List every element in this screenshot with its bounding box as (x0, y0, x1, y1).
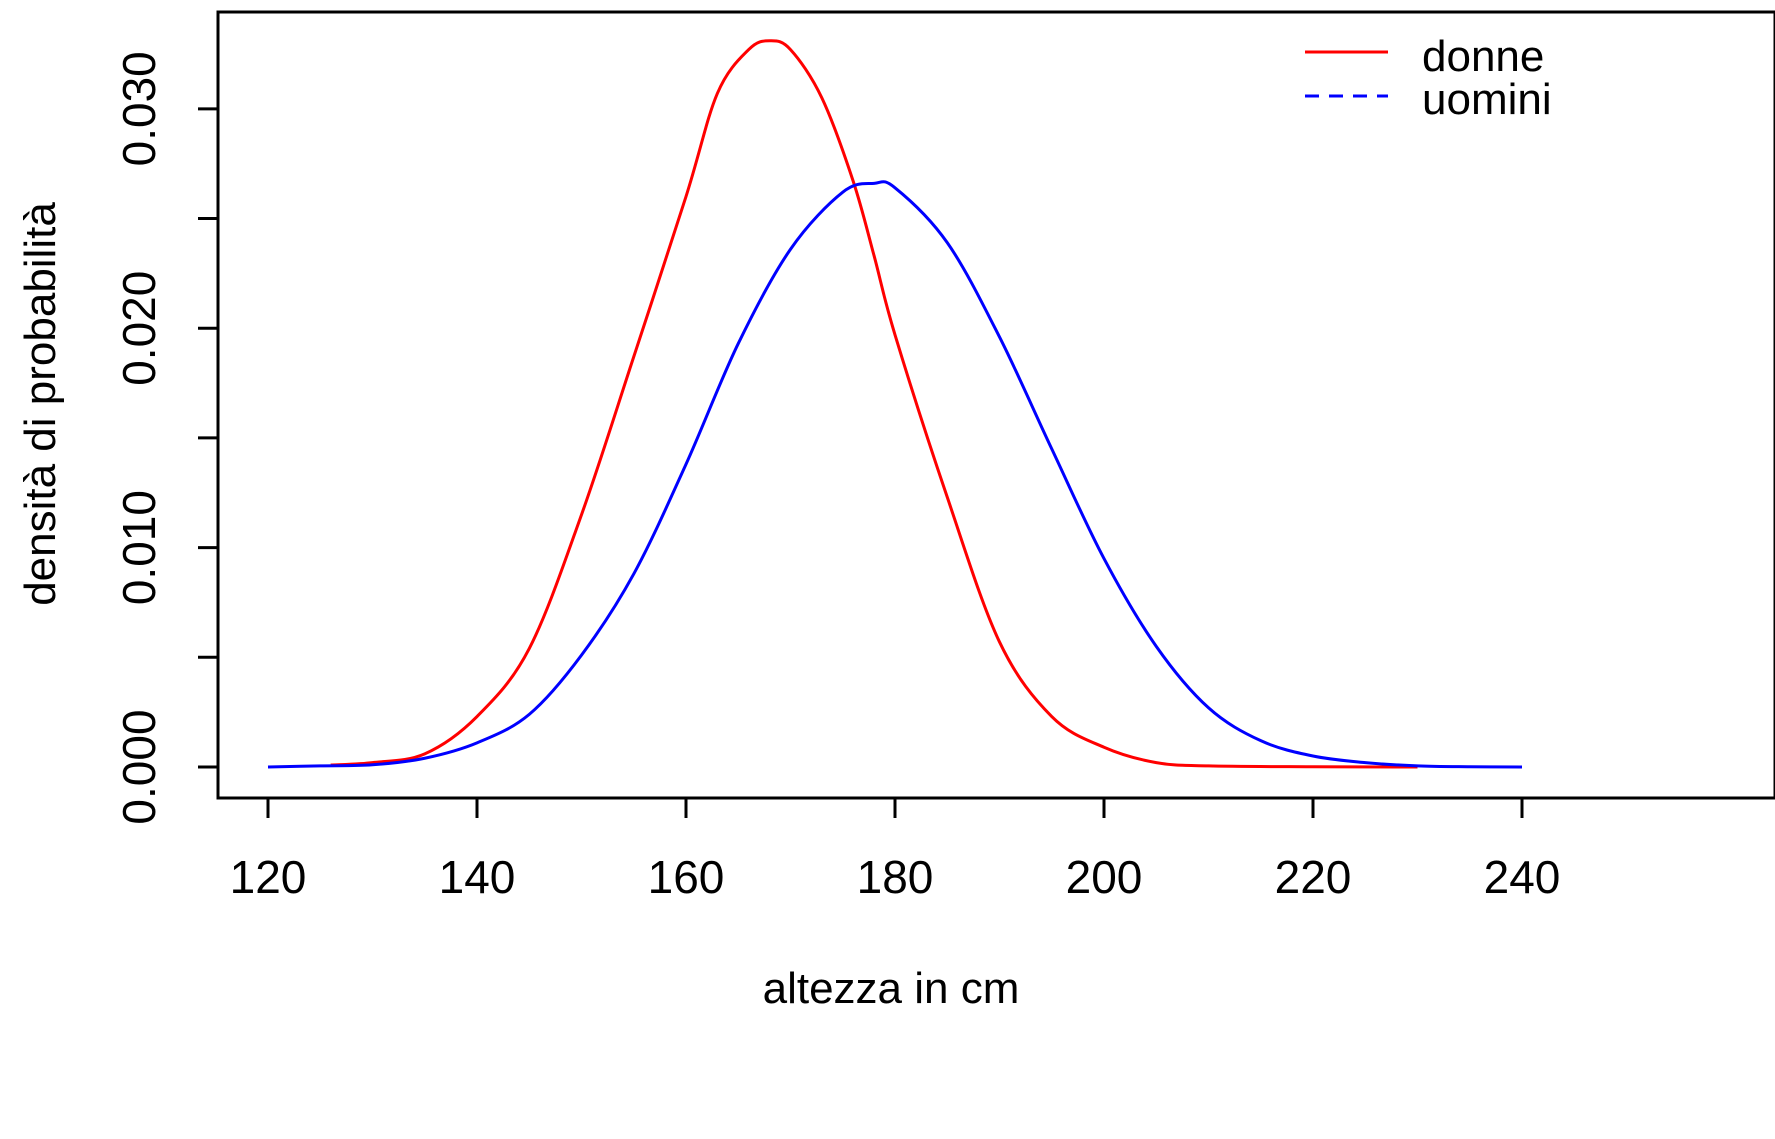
y-tick-label: 0.020 (113, 271, 165, 386)
y-tick-label: 0.010 (113, 490, 165, 605)
series-layer (267, 39, 1523, 769)
y-tick-label: 0.000 (113, 709, 165, 824)
legend: donne uomini (1305, 32, 1552, 124)
legend-label-uomini: uomini (1422, 75, 1552, 124)
series-line-donne (330, 39, 1418, 769)
x-tick-label: 160 (648, 851, 725, 903)
y-axis-title: densità di probabilità (16, 202, 65, 606)
x-tick-label: 200 (1066, 851, 1143, 903)
x-tick-label: 180 (857, 851, 934, 903)
x-tick-label: 240 (1484, 851, 1561, 903)
x-axis-title: altezza in cm (763, 964, 1020, 1013)
legend-label-donne: donne (1422, 32, 1544, 81)
x-tick-label: 120 (230, 851, 307, 903)
y-tick-label: 0.030 (113, 51, 165, 166)
x-tick-label: 140 (439, 851, 516, 903)
y-axis: 0.000 0.010 0.020 0.030 (113, 51, 220, 825)
plot-frame (216, 10, 1775, 800)
x-axis: 120 140 160 180 200 220 240 (230, 796, 1561, 903)
series-line-uomini (267, 180, 1523, 769)
x-tick-label: 220 (1275, 851, 1352, 903)
